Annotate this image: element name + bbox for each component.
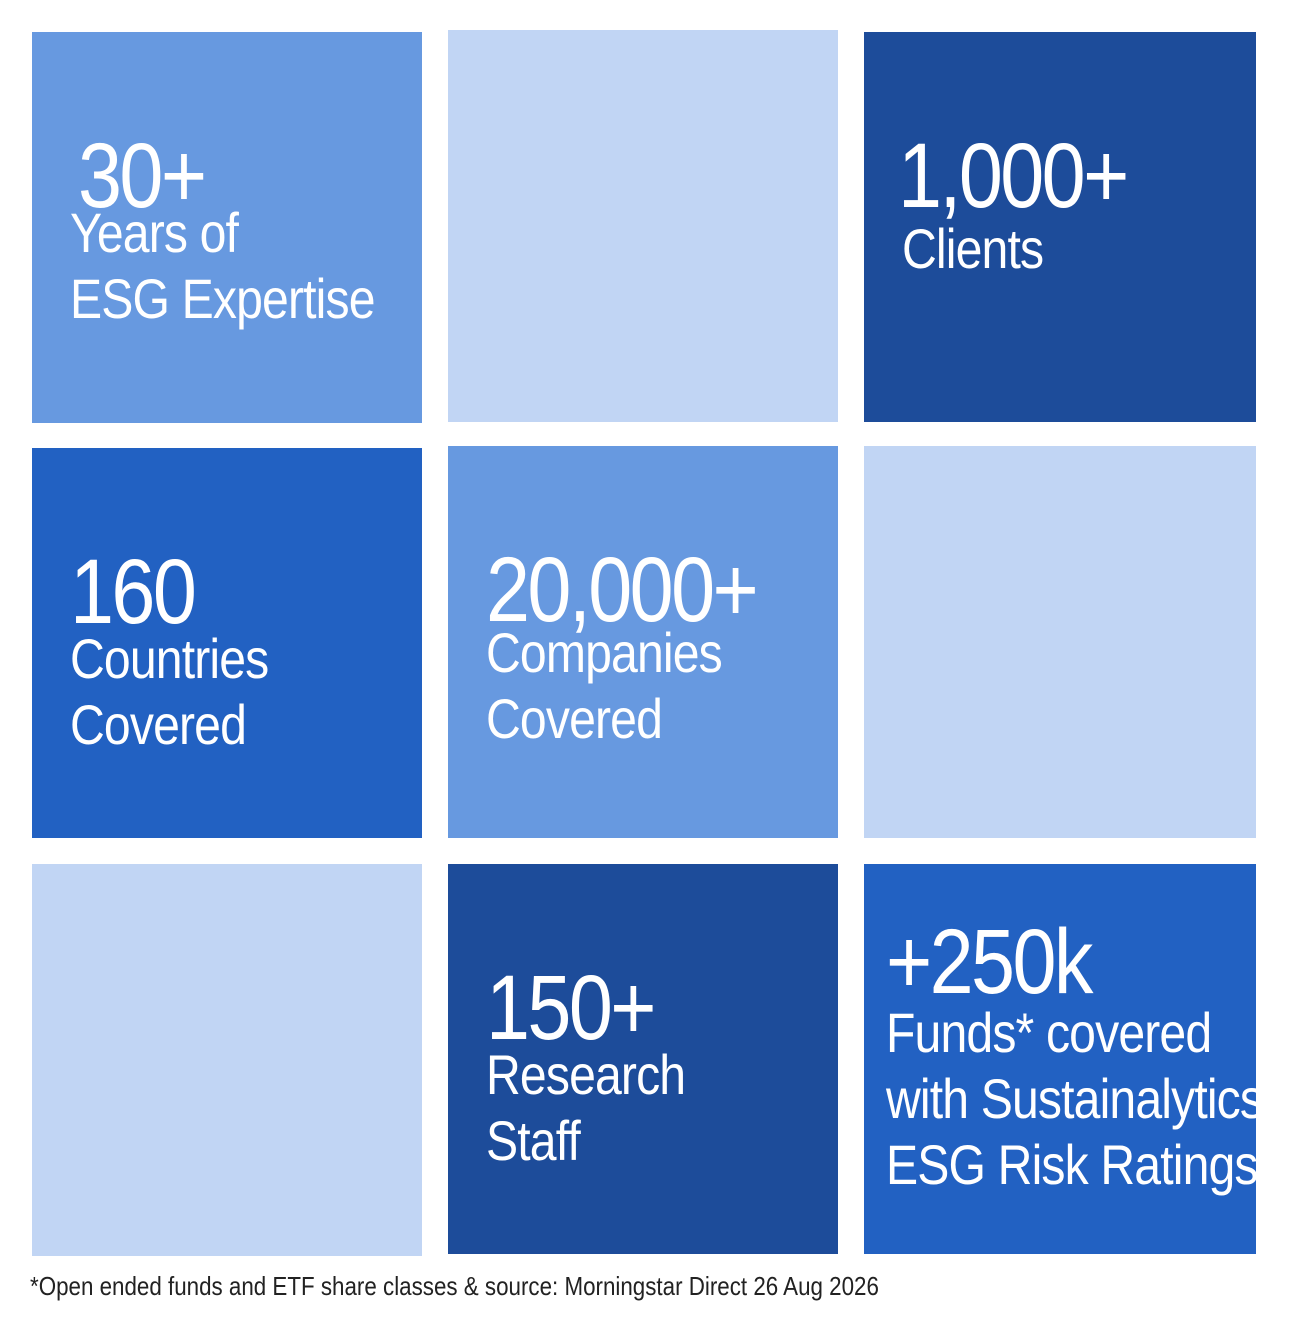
stat-label-line: ESG Risk Ratings (886, 1133, 1258, 1196)
stat-label-line: Companies (486, 621, 723, 684)
stat-label-line: Research (486, 1043, 686, 1106)
stat-value: 30+ (78, 125, 207, 227)
stat-label-line: ESG Expertise (70, 267, 376, 330)
stat-value: 160 (70, 541, 197, 643)
stat-label-line: Covered (70, 693, 247, 756)
stat-label: Funds* covered with Sustainalytics ESG R… (886, 1000, 1264, 1198)
stat-label-line: with Sustainalytics (886, 1067, 1264, 1130)
stat-label: Years of ESG Expertise (70, 200, 376, 332)
stat-label-line: Funds* covered (886, 1001, 1212, 1064)
stat-tile-countries: 160 Countries Covered (32, 448, 422, 838)
stat-label-line: Clients (902, 217, 1044, 280)
stat-tile-years-expertise: 30+ Years of ESG Expertise (32, 32, 422, 423)
stat-label: Companies Covered (486, 620, 723, 752)
stat-value: 20,000+ (486, 539, 759, 641)
decorative-tile (448, 30, 838, 422)
stat-label-line: Countries (70, 627, 269, 690)
stat-label: Research Staff (486, 1042, 686, 1174)
stat-tile-clients: 1,000+ Clients (864, 32, 1256, 422)
stat-label-line: Years of (70, 201, 239, 264)
stat-label: Countries Covered (70, 626, 269, 758)
footnote: *Open ended funds and ETF share classes … (30, 1271, 879, 1301)
decorative-tile (864, 446, 1256, 838)
stat-tile-companies: 20,000+ Companies Covered (448, 446, 838, 838)
stat-label-line: Staff (486, 1109, 581, 1172)
stat-value: +250k (886, 911, 1093, 1013)
stat-label: Clients (902, 216, 1044, 282)
stat-label-line: Covered (486, 687, 663, 750)
stat-tile-funds: +250k Funds* covered with Sustainalytics… (864, 864, 1264, 1254)
stat-value: 150+ (486, 957, 656, 1059)
decorative-tile (32, 864, 422, 1256)
stat-value: 1,000+ (898, 125, 1129, 227)
stat-tile-research-staff: 150+ Research Staff (448, 864, 838, 1254)
